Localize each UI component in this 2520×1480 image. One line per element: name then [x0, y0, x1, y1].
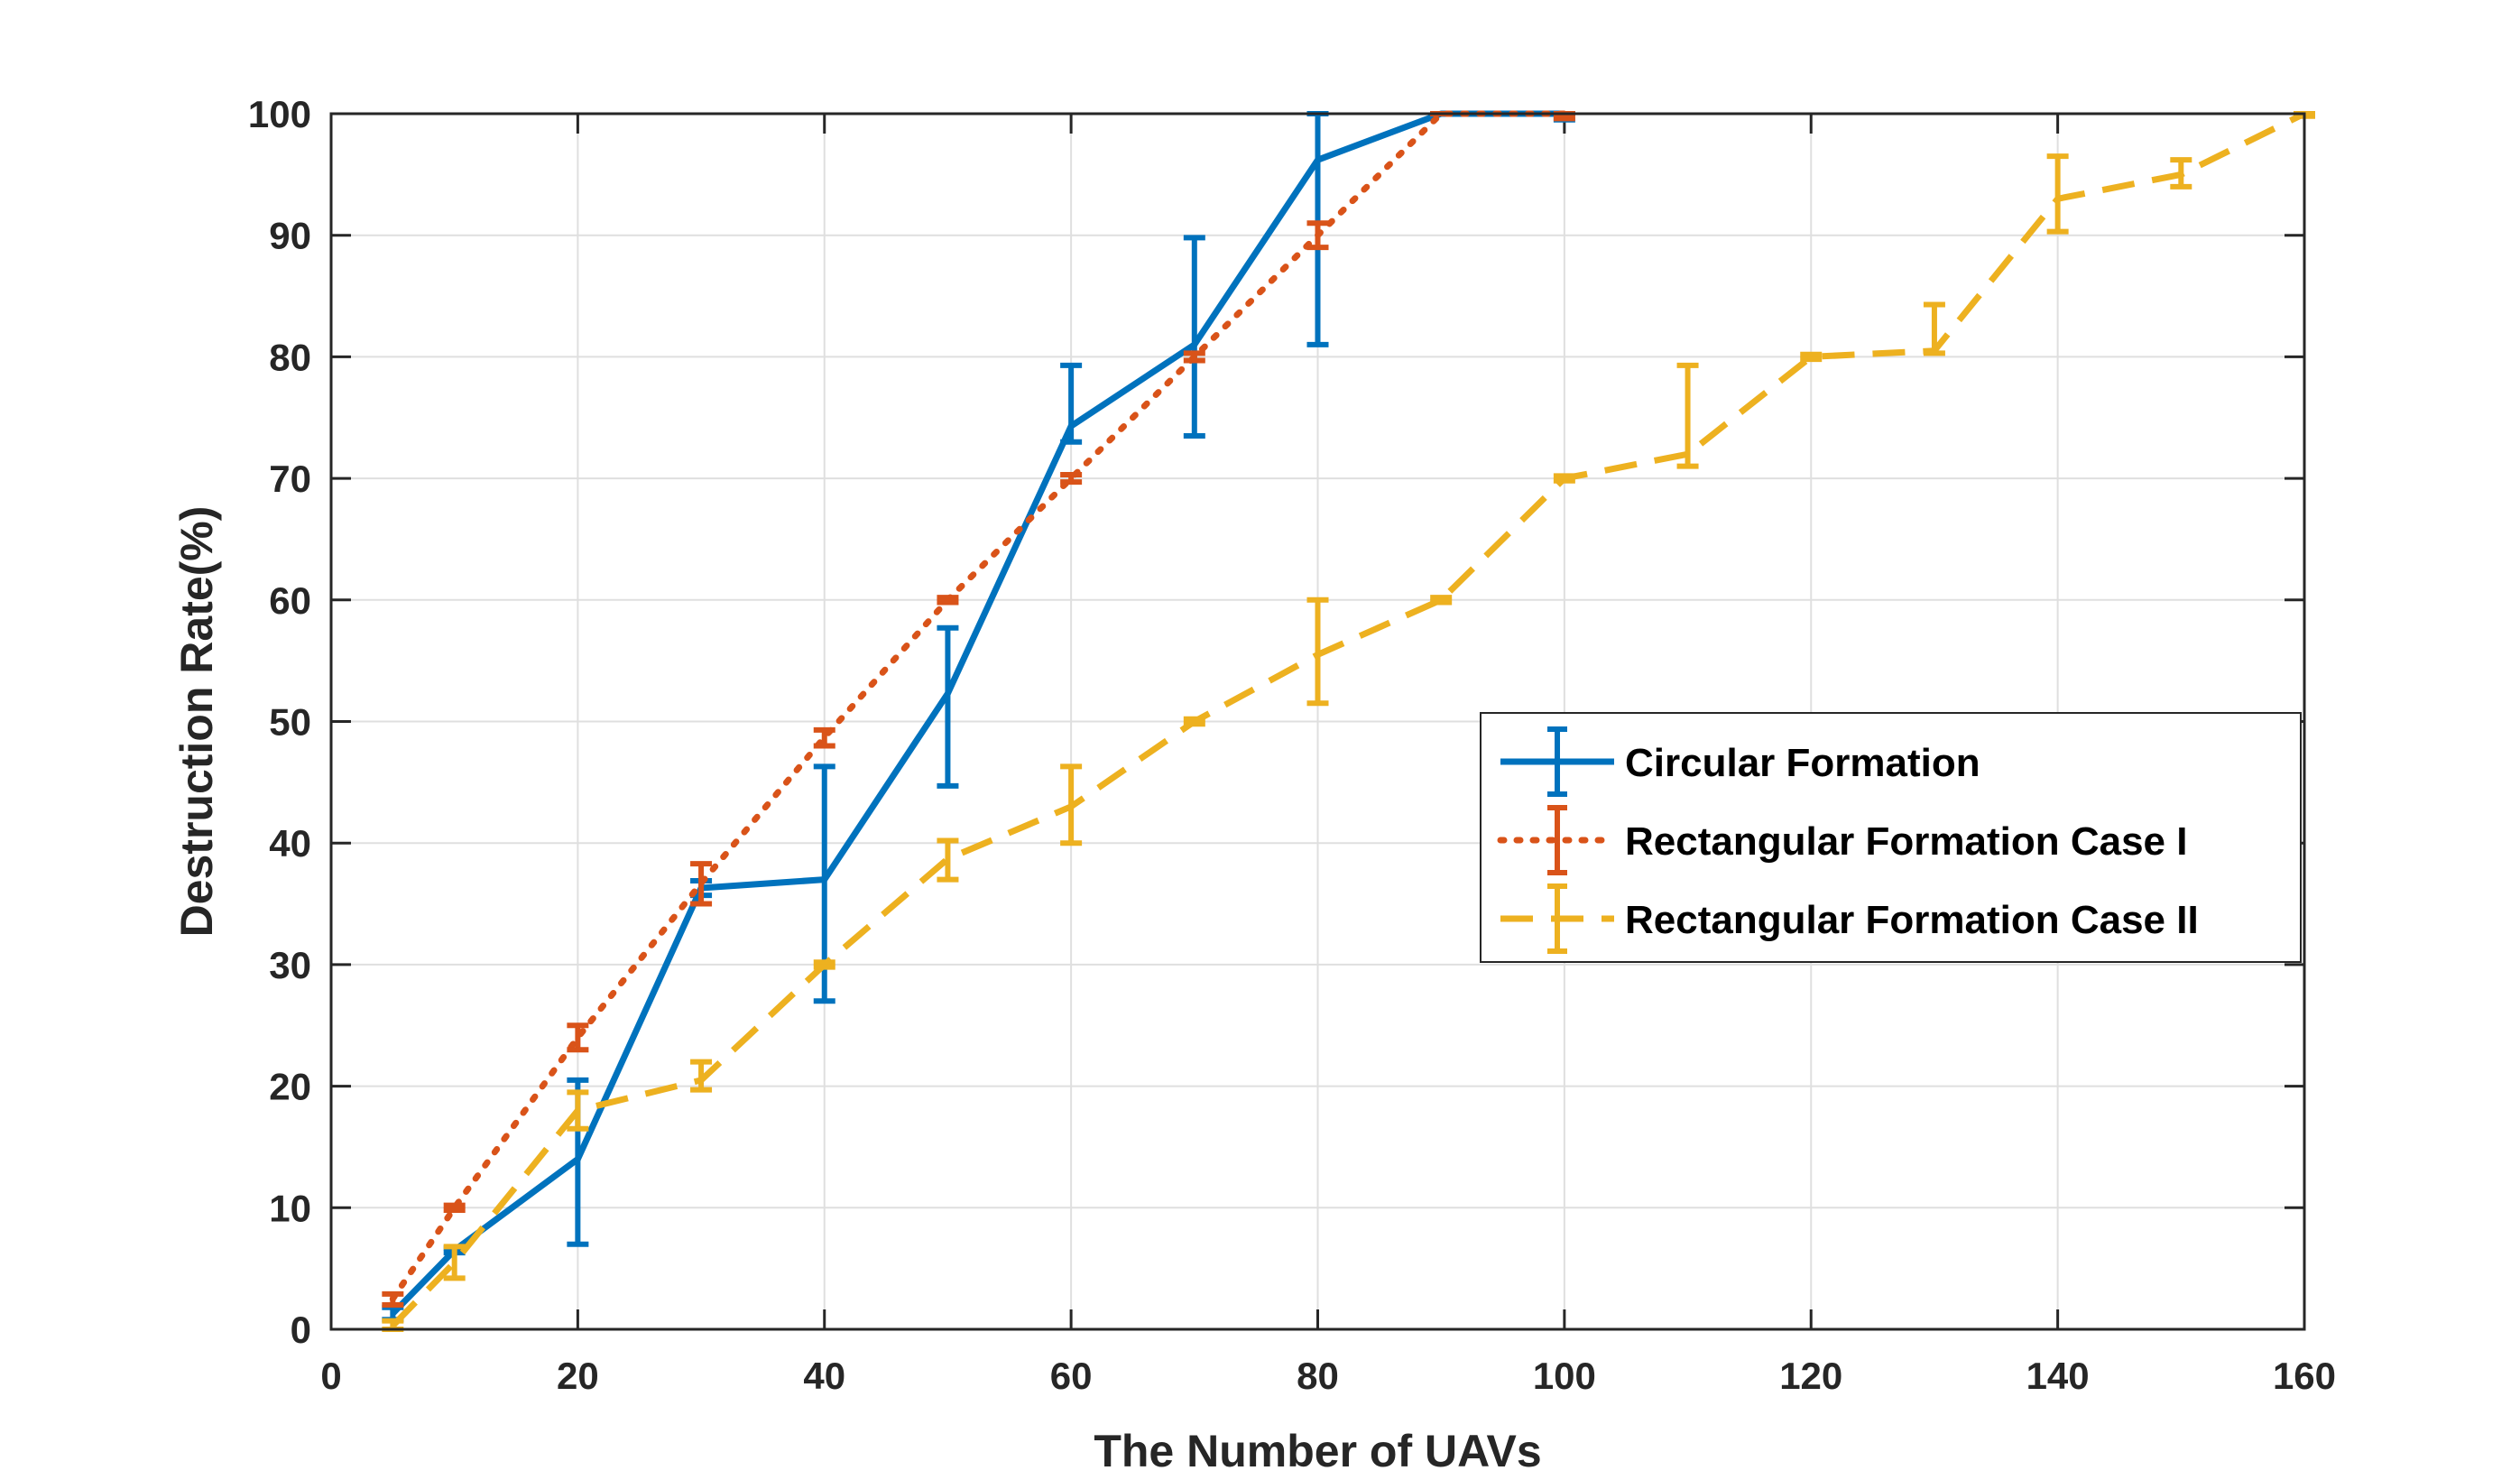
- legend-item: Rectangular Formation Case I: [1497, 805, 2187, 875]
- error-bar: [690, 861, 713, 907]
- series-2: [382, 110, 1575, 1309]
- error-bar: [937, 595, 959, 606]
- error-bar: [443, 1244, 466, 1281]
- legend: Circular Formation Rectangular Formation …: [1480, 712, 2302, 963]
- error-bar: [1676, 362, 1699, 469]
- y-tick-label: 100: [248, 93, 311, 135]
- error-bar: [2046, 153, 2069, 235]
- x-tick-label: 20: [557, 1355, 599, 1397]
- y-tick-labels: 0 10 20 30 40 50 60 70 80 90 100: [248, 93, 311, 1351]
- y-tick-label: 30: [269, 944, 311, 986]
- error-bar: [443, 1202, 466, 1213]
- plot-frame: [329, 112, 2306, 1331]
- x-tick-label: 120: [1779, 1355, 1842, 1397]
- error-bar: [1183, 350, 1205, 364]
- error-bar: [813, 959, 835, 970]
- error-bar: [1553, 473, 1575, 484]
- error-bar: [813, 726, 835, 749]
- series-3: [382, 110, 2315, 1332]
- legend-label: Rectangular Formation Case I: [1625, 819, 2187, 864]
- error-bar: [1060, 763, 1083, 846]
- error-bar: [1060, 362, 1083, 445]
- y-tick-label: 40: [269, 822, 311, 865]
- y-tick-label: 90: [269, 215, 311, 257]
- legend-label: Rectangular Formation Case II: [1625, 898, 2199, 942]
- error-bar: [1430, 595, 1453, 606]
- error-bar: [1800, 351, 1823, 363]
- error-bar: [1183, 716, 1205, 727]
- error-bar: [1183, 235, 1205, 439]
- y-tick-label: 70: [269, 458, 311, 500]
- x-tick-label: 80: [1297, 1355, 1339, 1397]
- legend-item: Circular Formation: [1500, 726, 1980, 797]
- legend-box: [1480, 712, 2302, 963]
- x-axis-title: The Number of UAVs: [1094, 1426, 1541, 1475]
- series-layer: [382, 110, 2315, 1332]
- x-tick-label: 100: [1533, 1355, 1596, 1397]
- error-bar: [1306, 220, 1329, 251]
- y-tick-label: 10: [269, 1187, 311, 1229]
- x-tick-label: 160: [2273, 1355, 2336, 1397]
- y-tick-label: 80: [269, 336, 311, 378]
- error-bar: [937, 837, 959, 883]
- error-bar: [567, 1022, 589, 1053]
- error-bar: [382, 1290, 404, 1309]
- error-bar: [937, 624, 959, 789]
- y-tick-label: 50: [269, 701, 311, 744]
- y-axis-title: Destruction Rate(%): [171, 506, 222, 938]
- error-bar: [1923, 301, 1945, 356]
- error-bar: [1060, 472, 1083, 486]
- x-tick-label: 60: [1050, 1355, 1093, 1397]
- y-tick-label: 20: [269, 1066, 311, 1108]
- x-tick-label: 140: [2026, 1355, 2090, 1397]
- legend-label: Circular Formation: [1625, 741, 1980, 785]
- x-tick-label: 40: [803, 1355, 845, 1397]
- error-bar: [1306, 597, 1329, 707]
- error-bar: [690, 1059, 713, 1093]
- x-tick-labels: 0 20 40 60 80 100 120 140 160: [320, 1355, 2336, 1397]
- error-bar: [2170, 157, 2192, 190]
- y-tick-label: 0: [291, 1309, 311, 1351]
- x-tick-label: 0: [320, 1355, 341, 1397]
- error-bar: [567, 1089, 589, 1132]
- y-tick-label: 60: [269, 579, 311, 622]
- legend-item: Rectangular Formation Case II: [1500, 883, 2199, 954]
